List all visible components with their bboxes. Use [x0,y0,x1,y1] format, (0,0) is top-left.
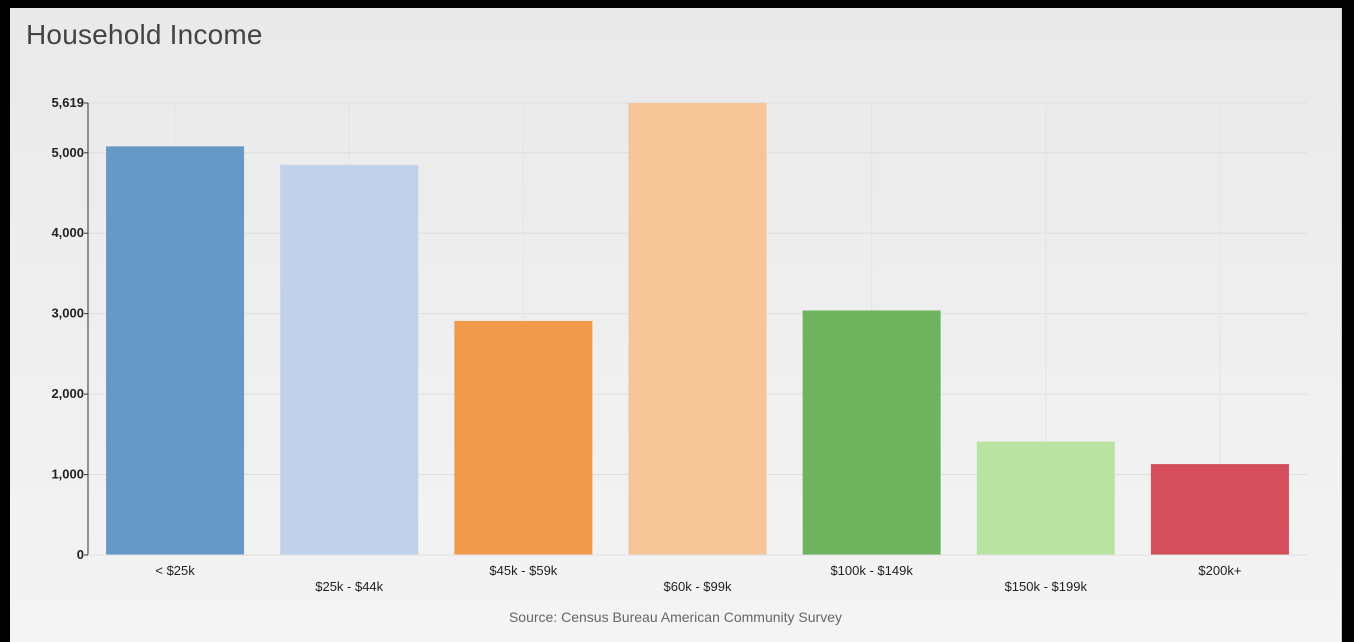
bar-3[interactable] [454,320,593,555]
x-tick-label: $25k - $44k [315,579,383,594]
bar-chart: 0 1,000 2,000 3,000 4,000 5,000 5,619 < $25k $2… [51,95,1307,594]
x-tick-label: $150k - $199k [1005,579,1088,594]
y-tick-label: 5,000 [51,145,84,160]
x-tick-label: $60k - $99k [664,579,732,594]
bars [106,103,1289,555]
bar-1[interactable] [106,146,245,555]
chart-title: Household Income [26,19,263,50]
y-tick-label: 0 [77,547,84,562]
x-tick-label: $100k - $149k [830,563,913,578]
bar-4[interactable] [628,103,767,555]
y-tick-label: 5,619 [51,95,84,110]
chart-panel: Household Income 0 1,000 2,000 3,000 4,000 5,… [10,8,1342,642]
bar-2[interactable] [280,164,419,555]
bar-5[interactable] [802,310,941,555]
bar-7[interactable] [1150,464,1289,555]
x-tick-labels: < $25k $25k - $44k $45k - $59k $60k - $99k $… [155,563,1241,594]
y-tick-label: 3,000 [51,306,84,321]
y-tick-label: 4,000 [51,225,84,240]
y-tick-label: 1,000 [51,467,84,482]
axes [87,103,1307,556]
bar-6[interactable] [976,441,1115,555]
x-tick-label: $45k - $59k [489,563,557,578]
x-tick-label: < $25k [155,563,195,578]
source-note: Source: Census Bureau American Community… [508,609,843,625]
y-tick-labels: 0 1,000 2,000 3,000 4,000 5,000 5,619 [51,95,88,562]
y-tick-label: 2,000 [51,386,84,401]
x-tick-label: $200k+ [1198,563,1241,578]
